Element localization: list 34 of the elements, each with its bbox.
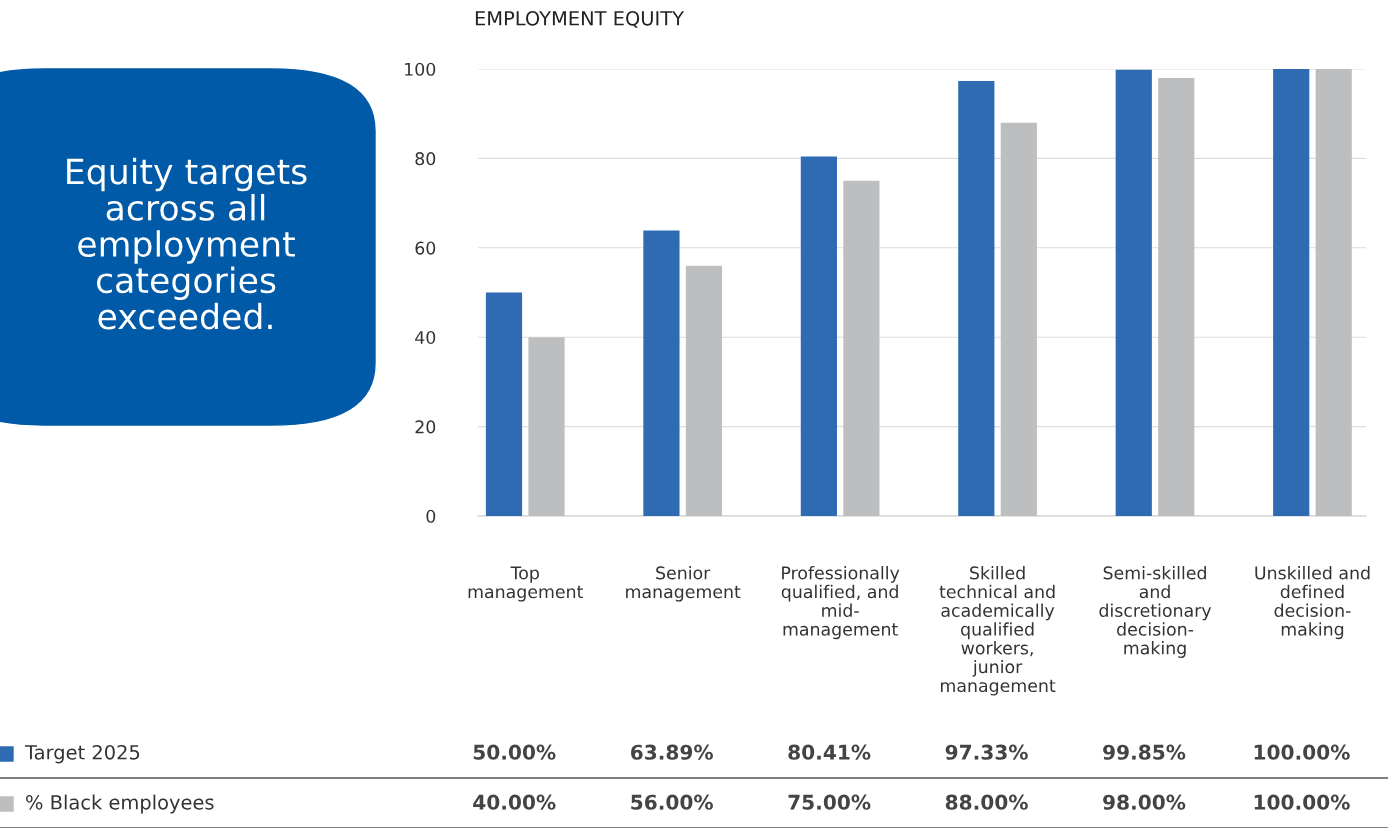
- data-label: 80.41%: [788, 744, 871, 760]
- bar: [800, 156, 837, 516]
- data-label: 100.00%: [1254, 744, 1350, 760]
- x-tick-label: Skilled technical and academically qualified workers, junior management: [939, 566, 1056, 696]
- x-tick-label: Senior management: [626, 566, 741, 602]
- bar: [643, 230, 680, 516]
- data-label: 88.00%: [945, 794, 1028, 810]
- x-tick-label: Professionally qualified, and mid- management: [781, 566, 900, 640]
- x-tick-label: Unskilled and defined decision- making: [1255, 566, 1370, 640]
- y-tick-label: 0: [426, 509, 436, 523]
- y-tick-label: 60: [415, 241, 436, 255]
- x-tick-label: Top management: [468, 566, 583, 602]
- data-label: 40.00%: [473, 794, 556, 810]
- bar: [485, 292, 523, 516]
- y-tick-label: 20: [415, 420, 436, 434]
- data-label: 50.00%: [473, 744, 556, 760]
- data-label: 100.00%: [1254, 794, 1350, 810]
- data-label: 98.00%: [1103, 794, 1186, 810]
- data-label: 56.00%: [631, 794, 713, 810]
- data-label: 99.85%: [1103, 744, 1186, 760]
- data-label: 63.89%: [630, 744, 713, 760]
- text: Equity targets across all employment categories exceeded.: [67, 157, 307, 330]
- y-tick-label: 40: [415, 330, 436, 345]
- bar: [1115, 69, 1152, 516]
- x-tick-label: Semi-skilled and discretionary decision- making: [1099, 566, 1212, 658]
- data-label: 97.33%: [945, 744, 1028, 760]
- legend-label: % Black employees: [26, 794, 214, 814]
- bar: [1273, 69, 1310, 516]
- data-label: 75.00%: [788, 794, 871, 810]
- y-tick-label: 80: [415, 152, 436, 166]
- chart-title: EMPLOYMENT EQUITY: [475, 10, 685, 28]
- bar: [958, 80, 995, 516]
- legend-label: Target 2025: [24, 744, 140, 764]
- y-tick-label: 100: [405, 62, 436, 76]
